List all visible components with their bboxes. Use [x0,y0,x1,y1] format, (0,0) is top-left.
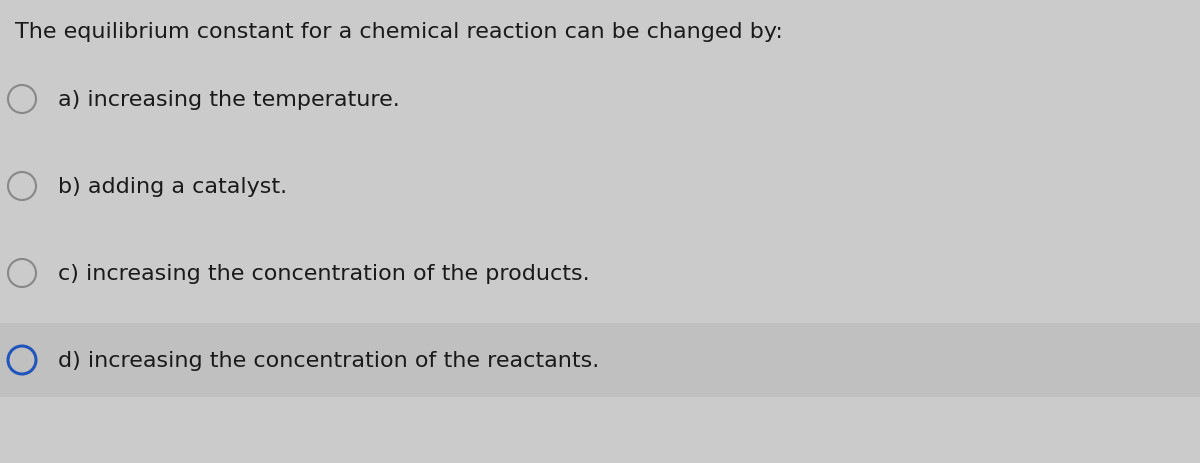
Text: c) increasing the concentration of the products.: c) increasing the concentration of the p… [58,263,589,283]
FancyBboxPatch shape [0,324,1200,397]
Text: a) increasing the temperature.: a) increasing the temperature. [58,90,400,110]
Text: d) increasing the concentration of the reactants.: d) increasing the concentration of the r… [58,350,599,370]
Text: The equilibrium constant for a chemical reaction can be changed by:: The equilibrium constant for a chemical … [14,22,782,42]
Text: b) adding a catalyst.: b) adding a catalyst. [58,176,287,197]
